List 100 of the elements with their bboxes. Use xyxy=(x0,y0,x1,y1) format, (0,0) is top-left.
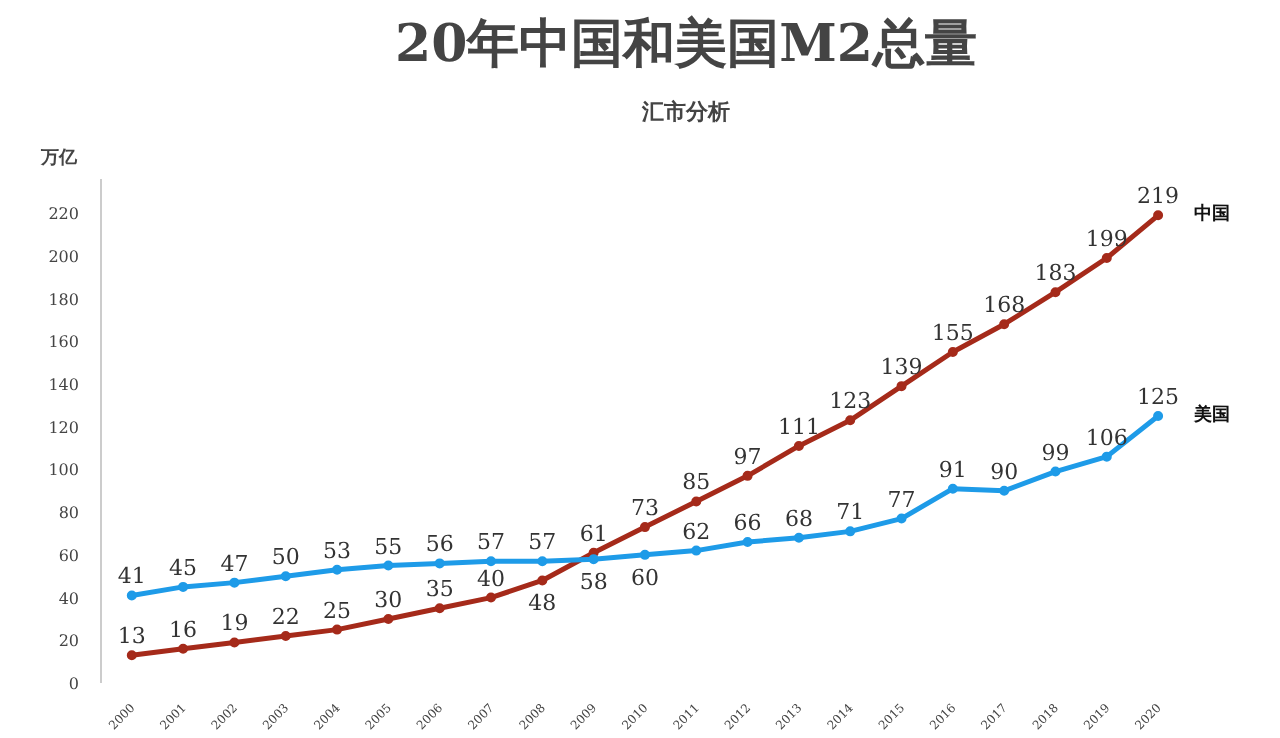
data-label: 47 xyxy=(220,550,249,577)
data-label: 57 xyxy=(528,529,557,556)
data-label: 48 xyxy=(528,590,557,617)
point xyxy=(126,650,137,661)
y-tick-label: 80 xyxy=(58,504,80,523)
data-label: 68 xyxy=(784,505,813,532)
point xyxy=(280,571,291,582)
data-label: 106 xyxy=(1085,424,1128,451)
data-label: 97 xyxy=(733,443,762,470)
point xyxy=(691,496,702,507)
point xyxy=(999,319,1010,330)
point xyxy=(691,545,702,556)
point xyxy=(845,526,856,537)
point xyxy=(639,522,650,533)
point xyxy=(280,631,291,642)
chart-subtitle: 汇市分析 xyxy=(640,99,730,125)
point xyxy=(1153,210,1164,221)
data-label: 16 xyxy=(169,616,198,643)
data-label: 168 xyxy=(983,292,1026,319)
y-tick-label: 60 xyxy=(58,546,80,565)
data-label: 25 xyxy=(323,597,352,624)
point xyxy=(845,415,856,426)
point xyxy=(999,485,1010,496)
data-label: 91 xyxy=(938,456,967,483)
data-label: 50 xyxy=(271,544,300,571)
point xyxy=(383,560,394,571)
y-tick-label: 120 xyxy=(48,418,80,437)
data-label: 55 xyxy=(374,533,403,560)
point xyxy=(126,590,137,601)
data-label: 155 xyxy=(931,319,974,346)
point xyxy=(896,381,907,392)
point xyxy=(486,592,496,603)
data-label: 99 xyxy=(1041,439,1070,466)
point xyxy=(1050,287,1061,298)
data-label: 56 xyxy=(425,531,454,558)
data-label: 219 xyxy=(1137,183,1180,210)
data-label: 73 xyxy=(630,495,659,522)
data-label: 123 xyxy=(829,388,872,415)
point xyxy=(742,537,753,548)
point xyxy=(434,603,445,614)
point xyxy=(1153,411,1164,422)
data-label: 199 xyxy=(1085,226,1128,253)
point xyxy=(1050,466,1061,477)
data-label: 139 xyxy=(880,354,923,381)
data-label: 71 xyxy=(836,499,865,526)
series-label: 中国 xyxy=(1194,203,1231,226)
point xyxy=(639,549,650,560)
chart-title: 20年中国和美国M2总量 xyxy=(394,15,978,75)
y-axis-title: 万亿 xyxy=(39,147,79,169)
y-tick-label: 200 xyxy=(48,247,80,266)
data-label: 60 xyxy=(630,564,659,591)
data-label: 62 xyxy=(682,518,711,545)
point xyxy=(742,470,753,481)
point xyxy=(537,575,548,586)
data-label: 90 xyxy=(990,458,1019,485)
point xyxy=(178,581,189,592)
data-label: 111 xyxy=(777,413,820,440)
data-label: 30 xyxy=(374,586,403,613)
point xyxy=(1101,451,1112,462)
data-label: 58 xyxy=(579,569,608,596)
point xyxy=(793,440,804,451)
point xyxy=(537,556,548,567)
data-label: 57 xyxy=(477,529,505,556)
point xyxy=(434,558,445,569)
data-label: 19 xyxy=(220,610,249,637)
point xyxy=(486,556,496,567)
series-label: 美国 xyxy=(1192,404,1231,427)
point xyxy=(229,577,240,588)
point xyxy=(383,613,394,624)
y-tick-label: 20 xyxy=(58,632,80,651)
point xyxy=(229,637,240,648)
y-tick-label: 0 xyxy=(68,675,80,693)
y-tick-label: 100 xyxy=(48,461,80,480)
point xyxy=(793,532,804,543)
data-label: 22 xyxy=(271,604,300,631)
point xyxy=(178,643,189,654)
data-label: 13 xyxy=(117,623,146,650)
data-label: 66 xyxy=(733,510,762,537)
y-tick-label: 160 xyxy=(48,333,80,352)
point xyxy=(588,554,599,565)
data-label: 77 xyxy=(887,486,916,513)
y-tick-label: 40 xyxy=(58,589,80,608)
point xyxy=(947,346,958,357)
data-label: 61 xyxy=(579,520,608,547)
data-label: 85 xyxy=(682,469,711,496)
data-label: 40 xyxy=(477,565,505,592)
data-label: 183 xyxy=(1034,260,1077,287)
point xyxy=(332,564,343,575)
data-label: 53 xyxy=(323,537,352,564)
data-label: 125 xyxy=(1137,384,1180,411)
point xyxy=(896,513,907,524)
point xyxy=(332,624,343,635)
data-label: 41 xyxy=(117,563,146,590)
point xyxy=(947,483,958,494)
y-tick-label: 180 xyxy=(48,290,80,309)
data-label: 35 xyxy=(425,576,454,603)
data-label: 45 xyxy=(169,554,198,581)
point xyxy=(1101,253,1112,264)
y-tick-label: 140 xyxy=(48,376,80,395)
y-tick-label: 220 xyxy=(48,205,80,224)
